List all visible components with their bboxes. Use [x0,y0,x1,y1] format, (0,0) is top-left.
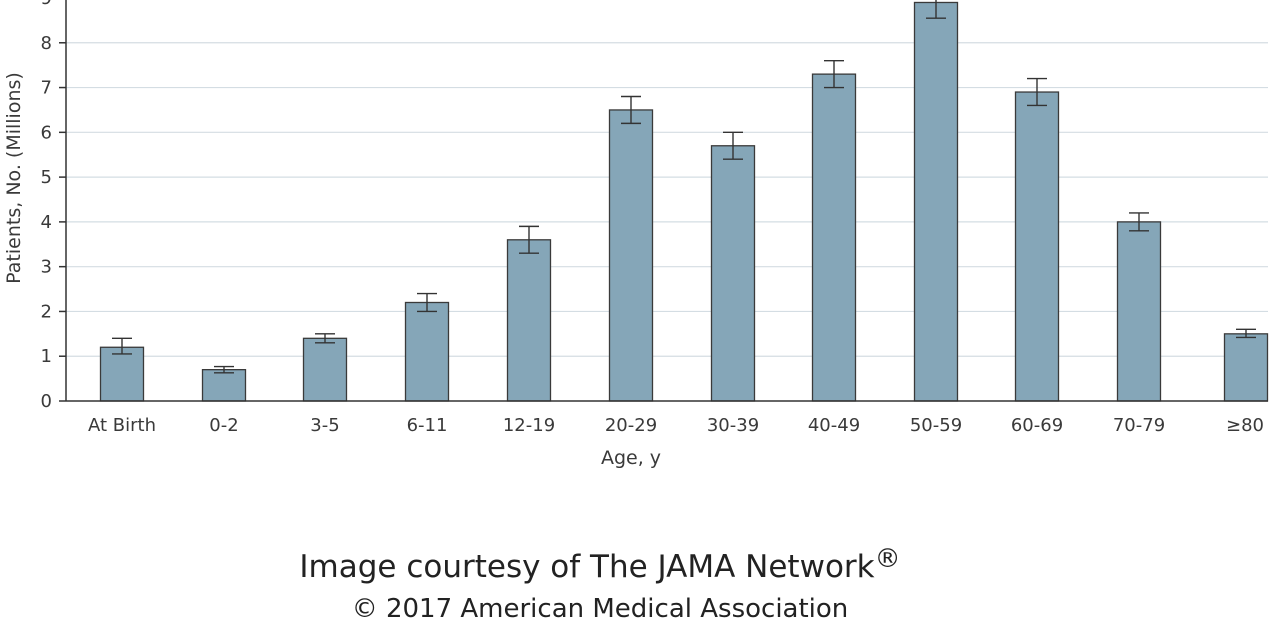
bar [913,1,959,402]
bar [710,145,756,402]
y-tick-label: 5 [41,167,52,188]
y-tick-label: 4 [41,212,52,233]
bar [506,239,552,402]
bar [201,369,247,402]
error-bar [926,0,946,19]
x-tick-label: 50-59 [910,415,962,436]
error-bar [1129,212,1149,232]
x-tick-label: 0-2 [209,415,238,436]
x-tick-label: 40-49 [808,415,860,436]
error-bar [417,292,437,313]
y-tick-label: 1 [41,346,52,367]
x-tick-label: 70-79 [1113,415,1165,436]
bar [1014,91,1060,402]
y-tick-label: 2 [41,301,52,322]
bars [99,1,1269,402]
bar [1116,221,1162,402]
y-tick-label: 7 [41,78,52,99]
error-bars [112,0,1256,374]
error-bar [824,59,844,89]
error-bar [723,131,743,160]
x-tick-label: ≥80 [1226,415,1264,436]
x-axis-title: Age, y [601,447,661,469]
x-axis-ticks: At Birth 0-2 3-5 6-11 12-19 20-29 30-39 40-49 50… [88,415,1264,436]
y-tick-label: 3 [41,257,52,278]
copyright-notice: © 2017 American Medical Association [351,594,849,624]
bar-chart: 0 1 2 3 4 5 6 7 8 9 At Birth 0-2 3-5 6-11 12-19 20-29 3… [3,0,1269,469]
x-tick-label: 12-19 [503,415,555,436]
bar [302,337,348,402]
y-axis-title: Patients, No. (Millions) [3,72,25,284]
bar [404,301,450,402]
error-bar [621,95,641,125]
x-tick-label: 60-69 [1011,415,1063,436]
y-tick-label: 0 [41,391,52,412]
x-tick-label: At Birth [88,415,156,436]
credit-text: Image courtesy of The JAMA Network [299,549,875,585]
x-tick-label: 30-39 [707,415,759,436]
image-credit: Image courtesy of The JAMA Network® [0,544,1200,585]
y-tick-label: 6 [41,122,52,143]
bar [608,109,654,402]
x-tick-label: 6-11 [407,415,448,436]
error-bar [112,337,132,355]
error-bar [214,365,234,374]
gridlines [66,42,1268,357]
y-axis-ticks: 0 1 2 3 4 5 6 7 8 9 [41,0,66,412]
error-bar [1027,77,1047,107]
x-tick-label: 20-29 [605,415,657,436]
bar [811,73,857,402]
error-bar [519,225,539,254]
y-tick-label: 9 [41,0,52,9]
error-bar [1236,328,1256,339]
error-bar [315,333,335,344]
x-tick-label: 3-5 [310,415,339,436]
bar [99,346,145,402]
bar [1223,333,1269,402]
y-tick-label: 8 [41,33,52,54]
registered-mark: ® [874,544,901,574]
